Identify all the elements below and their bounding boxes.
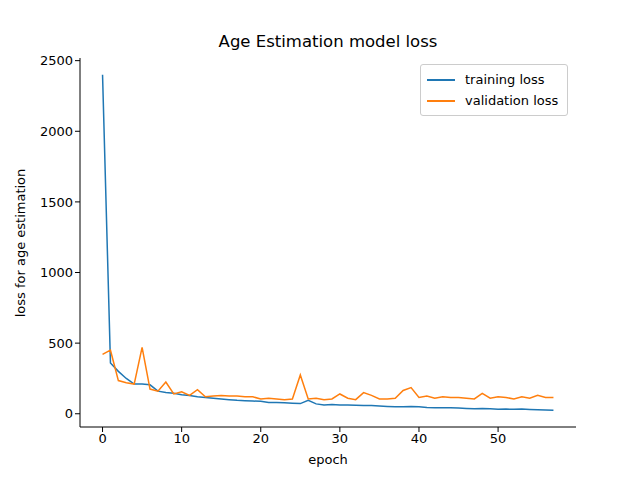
svg-text:1500: 1500 [40,195,73,210]
svg-text:1000: 1000 [40,265,73,280]
svg-text:10: 10 [173,431,190,446]
svg-text:0: 0 [98,431,106,446]
html-text:loss for age estimation: loss for age estimation [13,168,28,317]
svg-text:30: 30 [332,431,349,446]
svg-text:500: 500 [48,336,73,351]
html-text:epoch: epoch [308,452,348,467]
svg-text:2000: 2000 [40,124,73,139]
html-text:training loss: training loss [465,72,545,87]
svg-text:0: 0 [65,406,73,421]
svg-text:50: 50 [490,431,507,446]
svg-text:2500: 2500 [40,53,73,68]
svg-text:20: 20 [252,431,269,446]
html-text:validation loss: validation loss [465,93,559,108]
html-text:Age Estimation model loss: Age Estimation model loss [218,32,438,51]
svg-text:40: 40 [411,431,428,446]
